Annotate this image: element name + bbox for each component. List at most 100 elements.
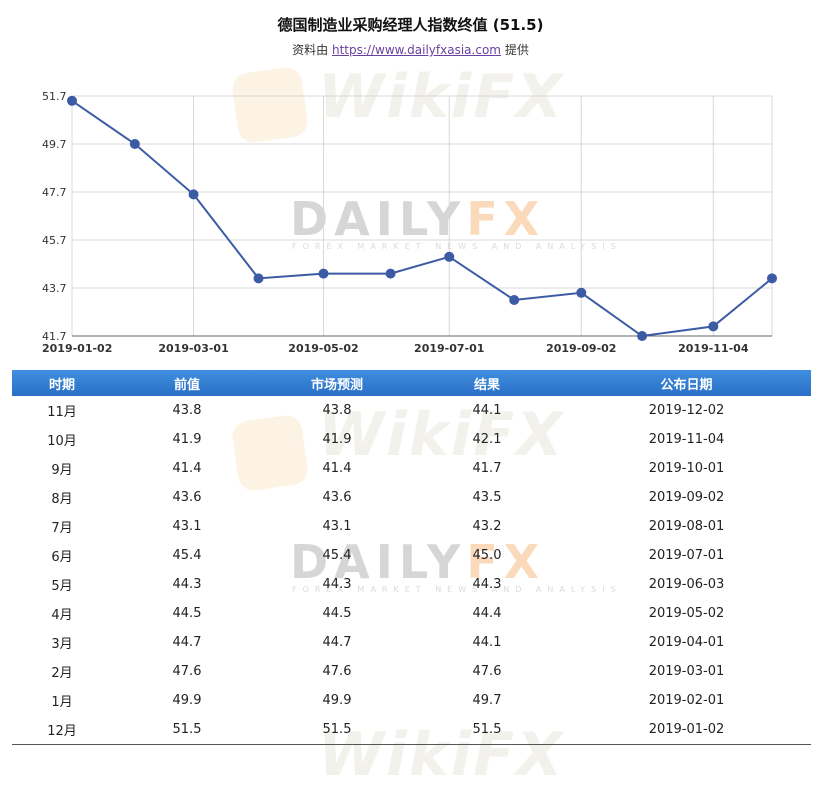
column-header-release-date: 公布日期 — [562, 370, 811, 396]
cell-forecast: 47.6 — [322, 664, 352, 679]
table-row: 4月 44.5 44.5 44.4 2019-05-02 — [12, 599, 811, 628]
chart-series — [67, 95, 777, 341]
cell-period: 9月 — [51, 463, 73, 478]
cell-period: 3月 — [51, 637, 73, 652]
cell-result: 43.2 — [472, 519, 502, 534]
y-axis-ticks: 51.7 49.7 47.7 45.7 43.7 41.7 — [42, 90, 67, 343]
x-axis-ticks: 2019-01-02 2019-03-01 2019-05-02 2019-07-01… — [42, 342, 749, 355]
cell-result: 43.5 — [472, 490, 502, 505]
cell-period: 11月 — [47, 405, 77, 420]
x-tick-label: 2019-03-01 — [158, 342, 228, 355]
data-point[interactable] — [67, 95, 77, 106]
cell-previous: 44.7 — [172, 635, 202, 650]
cell-forecast: 44.3 — [322, 577, 352, 592]
y-tick-label: 51.7 — [42, 90, 67, 103]
table-row: 10月 41.9 41.9 42.1 2019-11-04 — [12, 425, 811, 454]
data-point[interactable] — [318, 268, 329, 279]
cell-previous: 44.5 — [172, 606, 202, 621]
y-tick-label: 47.7 — [42, 186, 67, 199]
table-row: 3月 44.7 44.7 44.1 2019-04-01 — [12, 628, 811, 657]
chart-title: 德国制造业采购经理人指数终值 (51.5) — [277, 16, 544, 34]
cell-release-date: 2019-11-04 — [648, 432, 725, 447]
table-row: 2月 47.6 47.6 47.6 2019-03-01 — [12, 657, 811, 686]
x-tick-label: 2019-05-02 — [288, 342, 358, 355]
plot-frame — [71, 95, 773, 337]
cell-previous: 45.4 — [172, 548, 202, 563]
cell-forecast: 41.4 — [322, 461, 352, 476]
cell-forecast: 49.9 — [322, 693, 352, 708]
data-point[interactable] — [129, 139, 140, 149]
column-header-forecast: 市场预测 — [262, 370, 412, 396]
cell-previous: 51.5 — [112, 715, 262, 745]
cell-result: 45.0 — [472, 548, 502, 563]
cell-release-date: 2019-08-01 — [648, 519, 725, 534]
cell-forecast: 43.8 — [322, 403, 352, 418]
cell-release-date: 2019-06-03 — [648, 577, 725, 592]
cell-release-date: 2019-03-01 — [648, 664, 725, 679]
cell-period: 5月 — [51, 579, 73, 594]
cell-previous: 43.6 — [172, 490, 202, 505]
cell-release-date: 2019-07-01 — [648, 548, 725, 563]
source-suffix: 提供 — [504, 43, 529, 57]
table-body: 11月 43.8 43.8 44.1 2019-12-02 10月 41.9 41.9 42.1… — [12, 396, 811, 745]
data-point[interactable] — [188, 189, 199, 200]
data-point[interactable] — [385, 268, 396, 279]
cell-release-date: 2019-02-01 — [648, 693, 725, 708]
table-row: 9月 41.4 41.4 41.7 2019-10-01 — [12, 454, 811, 483]
cell-result: 51.5 — [412, 715, 562, 745]
cell-period: 8月 — [51, 492, 73, 507]
data-point[interactable] — [637, 331, 648, 341]
cell-forecast: 45.4 — [322, 548, 352, 563]
chart-grid — [71, 95, 773, 337]
cell-result: 44.3 — [472, 577, 502, 592]
data-point[interactable] — [253, 273, 264, 284]
cell-previous: 49.9 — [172, 693, 202, 708]
cell-period: 6月 — [51, 550, 73, 565]
table-header-row: 时期 前值 市场预测 结果 公布日期 — [12, 370, 811, 396]
table-row: 1月 49.9 49.9 49.7 2019-02-01 — [12, 686, 811, 715]
table-row: 7月 43.1 43.1 43.2 2019-08-01 — [12, 512, 811, 541]
cell-period: 4月 — [51, 608, 73, 623]
cell-result: 41.7 — [472, 461, 502, 476]
cell-previous: 41.9 — [172, 432, 202, 447]
cell-forecast: 51.5 — [262, 715, 412, 745]
data-point[interactable] — [708, 321, 719, 332]
column-header-previous: 前值 — [112, 370, 262, 396]
data-point[interactable] — [576, 287, 587, 298]
cell-forecast: 43.6 — [322, 490, 352, 505]
cell-period: 2月 — [51, 666, 73, 681]
column-header-result: 结果 — [412, 370, 562, 396]
cell-period: 7月 — [51, 521, 73, 536]
source-prefix: 资料由 — [292, 43, 329, 57]
data-table: 时期 前值 市场预测 结果 公布日期 11月 43.8 43.8 44.1 2019-1… — [12, 370, 811, 745]
source-link[interactable]: https://www.dailyfxasia.com — [332, 43, 501, 57]
cell-release-date: 2019-09-02 — [648, 490, 725, 505]
table-row: 11月 43.8 43.8 44.1 2019-12-02 — [12, 396, 811, 425]
cell-forecast: 44.7 — [322, 635, 352, 650]
data-point[interactable] — [444, 251, 455, 262]
data-point[interactable] — [509, 295, 520, 305]
cell-previous: 43.8 — [172, 403, 202, 418]
cell-previous: 41.4 — [172, 461, 202, 476]
cell-result: 49.7 — [472, 693, 502, 708]
table-row: 12月 51.5 51.5 51.5 2019-01-02 — [12, 715, 811, 745]
cell-previous: 43.1 — [172, 519, 202, 534]
cell-result: 42.1 — [472, 432, 502, 447]
table-row: 6月 45.4 45.4 45.0 2019-07-01 — [12, 541, 811, 570]
column-header-period: 时期 — [12, 370, 112, 396]
x-tick-label: 2019-11-04 — [678, 342, 749, 355]
x-tick-label: 2019-09-02 — [546, 342, 616, 355]
x-tick-label: 2019-01-02 — [42, 342, 112, 355]
cell-release-date: 2019-04-01 — [648, 635, 725, 650]
cell-release-date: 2019-10-01 — [648, 461, 725, 476]
data-table-wrap: 时期 前值 市场预测 结果 公布日期 11月 43.8 43.8 44.1 2019-1… — [12, 370, 811, 745]
cell-period: 1月 — [51, 695, 73, 710]
cell-result: 44.1 — [472, 403, 502, 418]
y-tick-label: 41.7 — [42, 330, 67, 343]
cell-release-date: 2019-05-02 — [648, 606, 725, 621]
y-tick-label: 49.7 — [42, 138, 67, 151]
table-row: 8月 43.6 43.6 43.5 2019-09-02 — [12, 483, 811, 512]
cell-forecast: 44.5 — [322, 606, 352, 621]
cell-result: 44.1 — [472, 635, 502, 650]
data-point[interactable] — [767, 273, 777, 284]
